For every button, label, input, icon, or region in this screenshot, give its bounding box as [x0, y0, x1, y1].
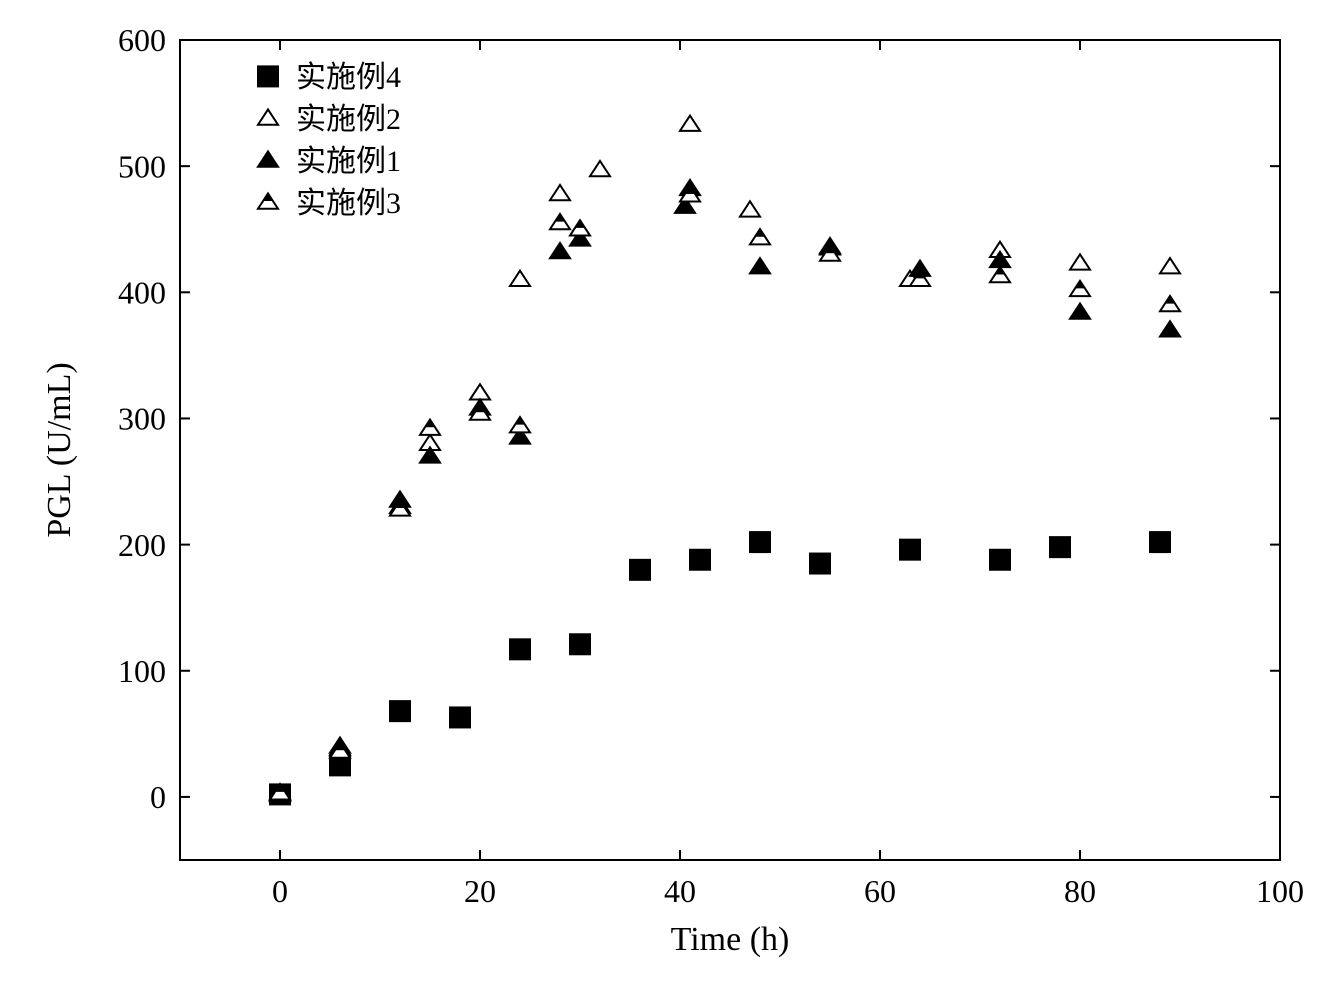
x-tick-label: 0 [272, 873, 288, 909]
x-tick-label: 40 [664, 873, 696, 909]
y-tick-label: 300 [118, 401, 166, 437]
legend-label: 实施例3 [296, 187, 401, 220]
y-tick-label: 400 [118, 275, 166, 311]
legend-label: 实施例2 [296, 103, 401, 136]
x-tick-label: 20 [464, 873, 496, 909]
y-tick-label: 100 [118, 653, 166, 689]
legend-label: 实施例1 [296, 145, 401, 178]
y-tick-label: 200 [118, 527, 166, 563]
y-tick-label: 500 [118, 148, 166, 184]
scatter-chart: 0 20 40 60 80 100 Time (h) 0 100 200 300 400 500 600 P… [0, 0, 1328, 982]
x-tick-label: 80 [1064, 873, 1096, 909]
legend-label: 实施例4 [296, 61, 401, 94]
y-tick-label: 0 [150, 779, 166, 815]
y-axis-title: PGL (U/mL) [41, 362, 78, 537]
x-tick-label: 100 [1256, 873, 1304, 909]
y-tick-label: 600 [118, 22, 166, 58]
x-axis-title: Time (h) [671, 921, 790, 958]
x-tick-label: 60 [864, 873, 896, 909]
